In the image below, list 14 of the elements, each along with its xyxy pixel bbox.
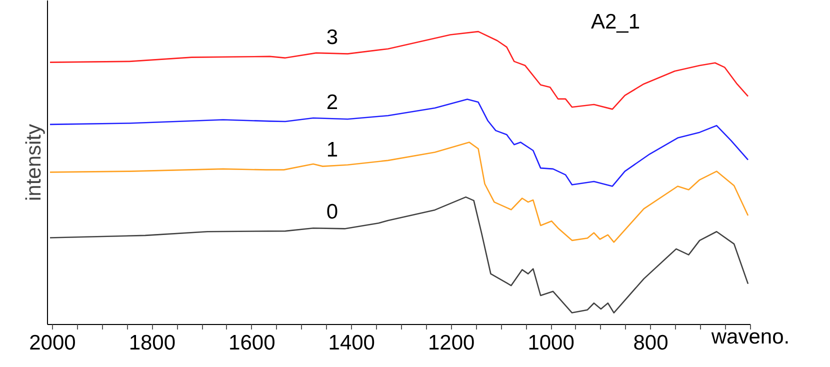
x-tick-label: 1400 xyxy=(328,332,375,354)
x-tick-label: 1600 xyxy=(228,332,276,354)
x-tick-label: 1800 xyxy=(128,332,176,354)
x-tick-label: 1200 xyxy=(428,332,475,354)
x-tick-label: 2000 xyxy=(29,332,76,354)
x-tick-label: 800 xyxy=(633,332,668,354)
y-axis-title: intensity xyxy=(22,123,46,202)
series-label: 2 xyxy=(326,91,338,114)
series-label: 1 xyxy=(326,138,338,162)
series-label: 3 xyxy=(326,26,338,49)
x-axis-title: waveno. xyxy=(710,326,790,348)
annotation: A2_1 xyxy=(590,10,640,34)
x-tick-label: 1000 xyxy=(528,332,574,354)
series-label: 0 xyxy=(326,200,338,224)
